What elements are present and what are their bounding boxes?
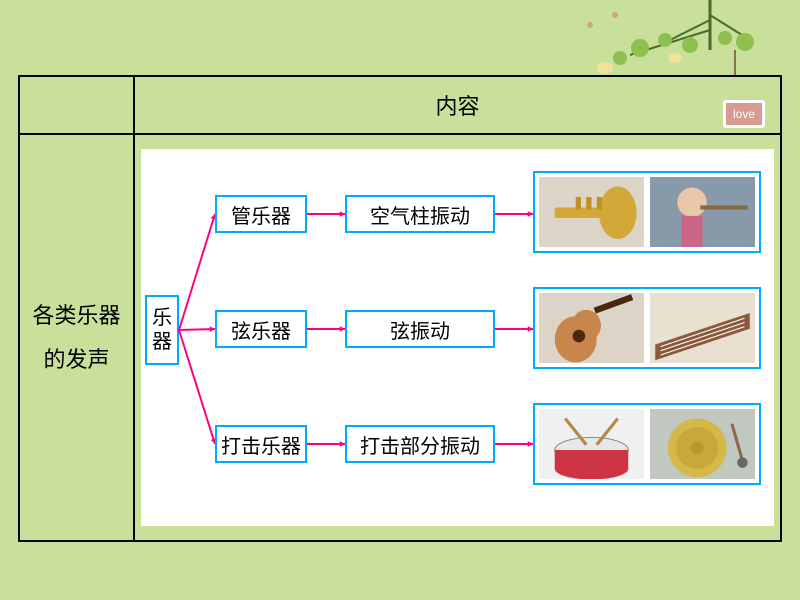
drum-icon [539, 409, 644, 479]
content-table: 内容 各类乐器 的发声 乐 器管乐器空气柱振动弦乐器弦振动打击乐器打击部分振动 [18, 75, 782, 542]
diagram-cell: 乐 器管乐器空气柱振动弦乐器弦振动打击乐器打击部分振动 [134, 134, 781, 541]
gong-icon [650, 409, 755, 479]
header-content-cell: 内容 [134, 76, 781, 134]
image-cell-2 [533, 403, 761, 485]
row-label-line2: 的发声 [28, 338, 125, 382]
diagram-area: 乐 器管乐器空气柱振动弦乐器弦振动打击乐器打击部分振动 [135, 135, 780, 540]
love-tag: love [723, 100, 765, 128]
header-blank-cell [19, 76, 134, 134]
row-label-cell: 各类乐器 的发声 [19, 134, 134, 541]
row-label-line1: 各类乐器 [28, 294, 125, 338]
